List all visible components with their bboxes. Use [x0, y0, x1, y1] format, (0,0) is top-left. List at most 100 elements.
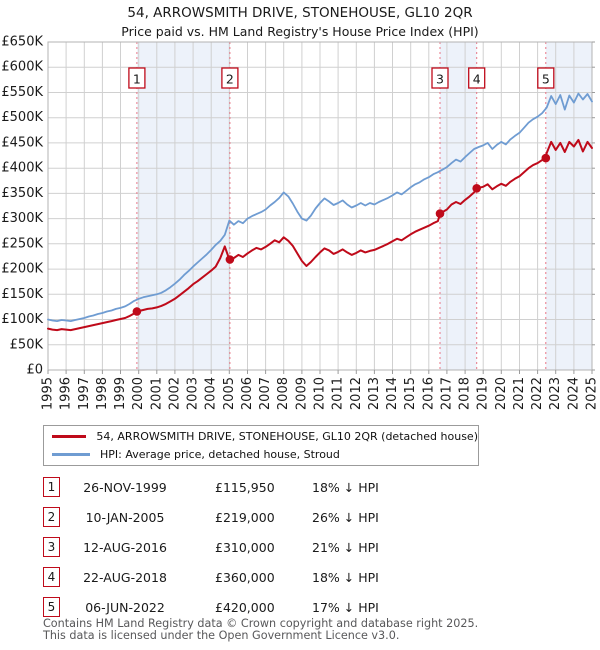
- x-axis-label: 2006: [240, 377, 255, 410]
- price-history-chart: 1 2 3 4 5 £0 £50K £100K £150K £200K £250K £300K £350…: [1, 35, 600, 411]
- sale-date: 10-JAN-2005: [85, 510, 165, 525]
- sale-hpi-diff: 17% ↓ HPI: [312, 600, 379, 615]
- sale-date: 26-NOV-1999: [83, 480, 167, 495]
- x-axis-label: 2023: [548, 377, 563, 410]
- x-axis-label: 1997: [77, 377, 92, 410]
- x-axis-label: 2009: [294, 377, 309, 410]
- y-axis-label: £500K: [1, 110, 43, 125]
- x-axis-label: 2020: [494, 377, 509, 410]
- x-axis-label: 1999: [113, 377, 128, 410]
- y-axis-label: £50K: [10, 337, 44, 352]
- x-axis-label: 2003: [186, 377, 201, 410]
- x-axis-label: 2001: [149, 377, 164, 410]
- sale-row-4: 4 22-AUG-2018 £360,000 18% ↓ HPI: [0, 567, 600, 589]
- y-axis-label: £550K: [1, 85, 43, 100]
- x-axis-label: 1998: [95, 377, 110, 410]
- sale-hpi-diff: 18% ↓ HPI: [312, 570, 379, 585]
- x-axis-label: 1996: [59, 377, 74, 410]
- sale-number-badge: 4: [43, 567, 60, 587]
- sale-flag-number: 5: [542, 72, 550, 87]
- ownership-period-band: [545, 42, 592, 370]
- x-axis-label: 2024: [566, 377, 581, 410]
- sale-flag-number: 1: [133, 72, 141, 87]
- legend-item-price-paid: 54, ARROWSMITH DRIVE, STONEHOUSE, GL10 2…: [52, 430, 478, 443]
- x-axis-label: 2014: [385, 377, 400, 410]
- x-axis-label: 2010: [313, 377, 328, 410]
- legend-item-hpi: HPI: Average price, detached house, Stro…: [52, 448, 478, 461]
- x-axis-label: 2025: [585, 377, 600, 410]
- sale-price: £420,000: [215, 600, 275, 615]
- sale-hpi-diff: 18% ↓ HPI: [312, 480, 379, 495]
- x-axis-label: 2017: [439, 377, 454, 410]
- sale-flag-box: [128, 67, 146, 89]
- x-axis-label: 2000: [131, 377, 146, 410]
- blue-line-swatch: [52, 453, 90, 456]
- y-axis-label: £0: [26, 363, 43, 378]
- footer-line-2: This data is licensed under the Open Gov…: [43, 628, 400, 642]
- y-axis-label: £350K: [1, 186, 43, 201]
- sale-price: £115,950: [215, 480, 275, 495]
- sale-number-badge: 2: [43, 507, 60, 527]
- x-axis-label: 2007: [258, 377, 273, 410]
- sale-flag-number: 3: [436, 72, 444, 87]
- y-axis-label: £250K: [1, 236, 43, 251]
- sale-point-dot: [435, 209, 445, 218]
- chart-legend: 54, ARROWSMITH DRIVE, STONEHOUSE, GL10 2…: [43, 425, 479, 466]
- sale-date: 06-JUN-2022: [85, 600, 165, 615]
- x-axis-label: 2013: [367, 377, 382, 410]
- sale-date: 22-AUG-2018: [83, 570, 167, 585]
- y-axis-label: £450K: [1, 135, 43, 150]
- ownership-period-band: [136, 42, 230, 370]
- x-axis-label: 2022: [530, 377, 545, 410]
- y-axis-label: £200K: [1, 262, 43, 277]
- footer-line-1: Contains HM Land Registry data © Crown c…: [43, 617, 479, 630]
- sale-row-2: 2 10-JAN-2005 £219,000 26% ↓ HPI: [0, 507, 600, 529]
- y-axis-label: £150K: [1, 287, 43, 302]
- hpi-line: [47, 92, 593, 323]
- x-axis-label: 2019: [476, 377, 491, 410]
- sale-number-badge: 5: [43, 597, 60, 617]
- sale-row-3: 3 12-AUG-2016 £310,000 21% ↓ HPI: [0, 537, 600, 559]
- chart-subtitle: Price paid vs. HM Land Registry's House …: [121, 24, 479, 39]
- chart-title: 54, ARROWSMITH DRIVE, STONEHOUSE, GL10 2…: [127, 5, 473, 21]
- y-axis-label: £650K: [1, 35, 43, 50]
- sale-price: £360,000: [215, 570, 275, 585]
- legend-label-hpi: HPI: Average price, detached house, Stro…: [100, 448, 340, 461]
- legend-label-price-paid: 54, ARROWSMITH DRIVE, STONEHOUSE, GL10 2…: [96, 430, 478, 443]
- sale-flag-box: [221, 67, 239, 89]
- x-axis-label: 2021: [512, 377, 527, 410]
- sale-row-1: 1 26-NOV-1999 £115,950 18% ↓ HPI: [0, 477, 600, 499]
- sale-price: £310,000: [215, 540, 275, 555]
- x-axis-label: 2002: [167, 377, 182, 410]
- x-axis-label: 1995: [41, 377, 56, 410]
- sale-date: 12-AUG-2016: [83, 540, 167, 555]
- sale-flag-box: [537, 67, 555, 89]
- x-axis-label: 2015: [403, 377, 418, 410]
- red-line-swatch: [52, 435, 87, 438]
- sale-point-dot: [132, 307, 142, 316]
- sale-number-badge: 1: [43, 477, 60, 497]
- sale-point-dot: [225, 255, 235, 264]
- x-axis-label: 2012: [349, 377, 364, 410]
- sale-row-5: 5 06-JUN-2022 £420,000 17% ↓ HPI: [0, 597, 600, 619]
- x-axis-label: 2008: [276, 377, 291, 410]
- sale-price: £219,000: [215, 510, 275, 525]
- y-axis-label: £100K: [1, 312, 43, 327]
- x-axis-label: 2004: [204, 377, 219, 410]
- sale-flag-number: 4: [473, 72, 481, 87]
- sale-point-dot: [472, 184, 482, 193]
- sale-hpi-diff: 21% ↓ HPI: [312, 540, 379, 555]
- y-axis-label: £300K: [1, 211, 43, 226]
- sale-point-dot: [541, 153, 551, 163]
- sale-number-badge: 3: [43, 537, 60, 557]
- ownership-period-band: [440, 42, 477, 370]
- x-axis-label: 2018: [458, 377, 473, 410]
- license-footer: Contains HM Land Registry data © Crown c…: [43, 618, 478, 641]
- x-axis-label: 2005: [222, 377, 237, 410]
- sale-hpi-diff: 26% ↓ HPI: [312, 510, 379, 525]
- x-axis-label: 2011: [331, 377, 346, 410]
- y-axis-label: £600K: [1, 60, 43, 75]
- sale-flag-number: 2: [226, 72, 234, 87]
- sale-flag-box: [431, 67, 449, 89]
